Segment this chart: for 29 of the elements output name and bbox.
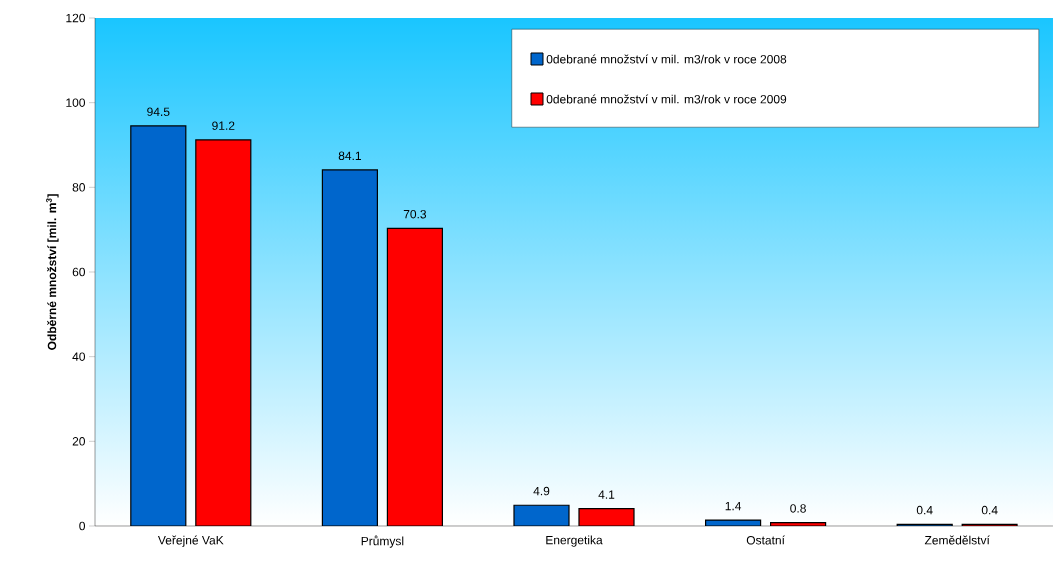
bar — [321, 169, 378, 526]
y-tick-label: 20 — [72, 437, 86, 446]
y-tick-label: 0 — [79, 521, 86, 531]
y-tick-label: 80 — [72, 183, 86, 192]
data-label: 0.4 — [981, 505, 998, 515]
legend-label: 0debrané množství v mil. m3/rok v roce 2009 — [546, 94, 787, 104]
data-label: 94.5 — [147, 107, 170, 116]
bar — [130, 125, 187, 526]
y-tick-label: 120 — [66, 13, 86, 23]
x-tick-label: Průmysl — [361, 535, 404, 548]
x-tick-label: Ostatní — [746, 535, 785, 545]
bar — [386, 227, 443, 526]
x-tick-label: Veřejné VaK — [157, 535, 224, 547]
data-label: 1.4 — [725, 501, 742, 511]
legend-label: 0debrané množství v mil. m3/rok v roce 2008 — [546, 54, 787, 64]
data-label: 84.1 — [338, 151, 361, 161]
data-label: 0.4 — [916, 505, 933, 515]
bar — [195, 139, 252, 526]
x-tick-label: Energetika — [546, 535, 603, 547]
data-label: 91.2 — [212, 121, 235, 130]
data-label: 4.1 — [598, 490, 615, 499]
data-label: 4.9 — [533, 486, 550, 496]
y-tick-label: 60 — [72, 267, 86, 277]
y-axis-title: Odběrné množství [mil. m$^{3}$] — [46, 194, 59, 350]
data-label: 0.8 — [790, 504, 806, 513]
y-tick-label: 100 — [66, 98, 86, 107]
y-tick-label: 40 — [72, 352, 86, 361]
x-tick-label: Zemědělství — [924, 535, 990, 545]
data-label: 70.3 — [403, 209, 427, 219]
